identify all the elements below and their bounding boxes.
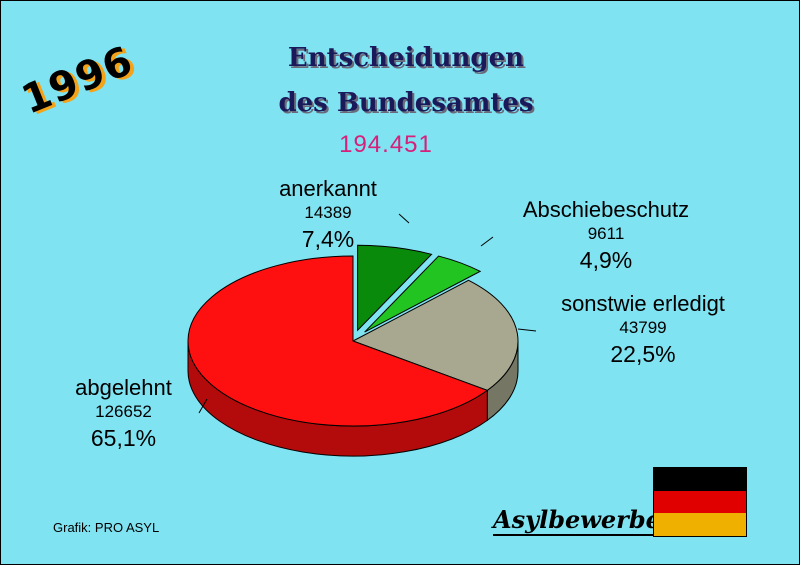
leader-line-0 bbox=[398, 213, 410, 224]
slice-label-sonstwie: sonstwie erledigt bbox=[561, 291, 725, 316]
label-sonstwie: sonstwie erledigt 43799 22,5% bbox=[533, 291, 753, 369]
total-count: 194.451 bbox=[339, 131, 433, 158]
slice-value-abschiebeschutz: 9611 bbox=[587, 224, 625, 243]
slice-label-abgelehnt: abgelehnt bbox=[75, 375, 172, 400]
slice-percent-abgelehnt: 65,1% bbox=[90, 425, 157, 451]
slice-label-abschiebeschutz: Abschiebeschutz bbox=[522, 197, 690, 222]
chart-title-line1: Entscheidungen bbox=[287, 43, 525, 73]
slice-percent-abschiebeschutz: 4,9% bbox=[579, 247, 633, 273]
flag-stripe-red bbox=[654, 490, 746, 514]
label-abschiebeschutz: Abschiebeschutz 9611 4,9% bbox=[491, 197, 721, 275]
slice-percent-anerkannt: 7,4% bbox=[301, 226, 355, 252]
slice-value-anerkannt: 14389 bbox=[304, 203, 352, 222]
credit-text: Grafik: PRO ASYL bbox=[53, 520, 160, 535]
leader-line-1 bbox=[480, 236, 494, 247]
pie-slice-abgelehnt bbox=[187, 255, 489, 427]
german-flag bbox=[653, 467, 747, 537]
slice-label-anerkannt: anerkannt bbox=[279, 176, 377, 201]
label-abgelehnt: abgelehnt 126652 65,1% bbox=[56, 375, 191, 453]
pie-slice-sonstwie-erledigt bbox=[351, 279, 519, 391]
slice-value-abgelehnt: 126652 bbox=[95, 402, 152, 421]
pie-slice-abschiebeschutz bbox=[364, 255, 482, 333]
slice-value-sonstwie: 43799 bbox=[619, 318, 667, 337]
leader-line-2 bbox=[517, 328, 537, 332]
leader-line-3 bbox=[198, 398, 208, 414]
slice-percent-sonstwie: 22,5% bbox=[610, 341, 676, 367]
flag-stripe-gold bbox=[654, 513, 746, 536]
chart-title-line2: des Bundesamtes bbox=[278, 88, 534, 118]
flag-stripe-black bbox=[654, 468, 746, 491]
label-anerkannt: anerkannt 14389 7,4% bbox=[263, 176, 393, 254]
pie-slice-anerkannt bbox=[357, 244, 433, 332]
brand-logo: Asylbewerber bbox=[493, 505, 674, 536]
